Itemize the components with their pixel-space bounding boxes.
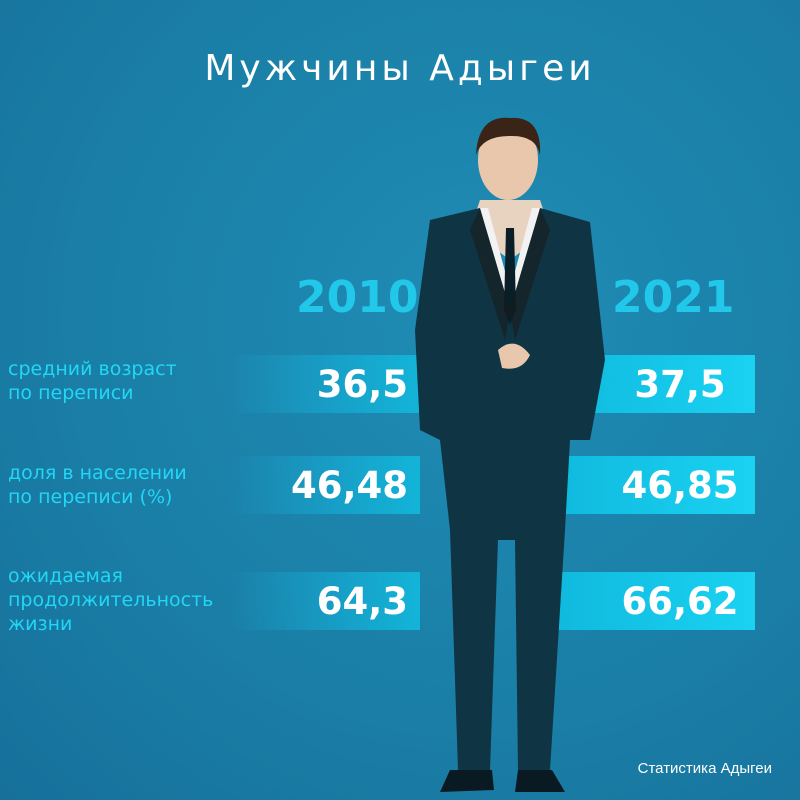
label-line: по переписи — [8, 382, 134, 404]
bar-2010-share: 46,48 — [230, 456, 420, 514]
value: 36,5 — [316, 362, 408, 406]
value: 46,85 — [621, 463, 739, 507]
value: 64,3 — [316, 579, 408, 623]
label-average-age: средний возраст по переписи — [8, 357, 177, 405]
man-in-suit-illustration — [415, 117, 605, 792]
label-life-expectancy: ожидаемая продолжительность жизни — [8, 564, 213, 636]
label-line: продолжительность — [8, 589, 214, 611]
bar-2010-life: 64,3 — [230, 572, 420, 630]
value: 37,5 — [634, 362, 726, 406]
page-title: Мужчины Адыгеи — [204, 48, 596, 89]
source-credit: Статистика Адыгеи — [637, 760, 772, 777]
label-line: жизни — [8, 613, 73, 635]
bar-2021-life: 66,62 — [545, 572, 755, 630]
label-line: ожидаемая — [8, 565, 123, 587]
label-line: средний возраст — [8, 358, 177, 380]
bar-2021-share: 46,85 — [545, 456, 755, 514]
label-line: доля в населении — [8, 462, 187, 484]
value: 66,62 — [621, 579, 739, 623]
label-line: по переписи (%) — [8, 486, 173, 508]
label-population-share: доля в населении по переписи (%) — [8, 461, 187, 509]
value: 46,48 — [290, 463, 408, 507]
bar-2010-age: 36,5 — [230, 355, 420, 413]
year-2021: 2021 — [612, 272, 735, 323]
year-2010: 2010 — [296, 272, 419, 323]
